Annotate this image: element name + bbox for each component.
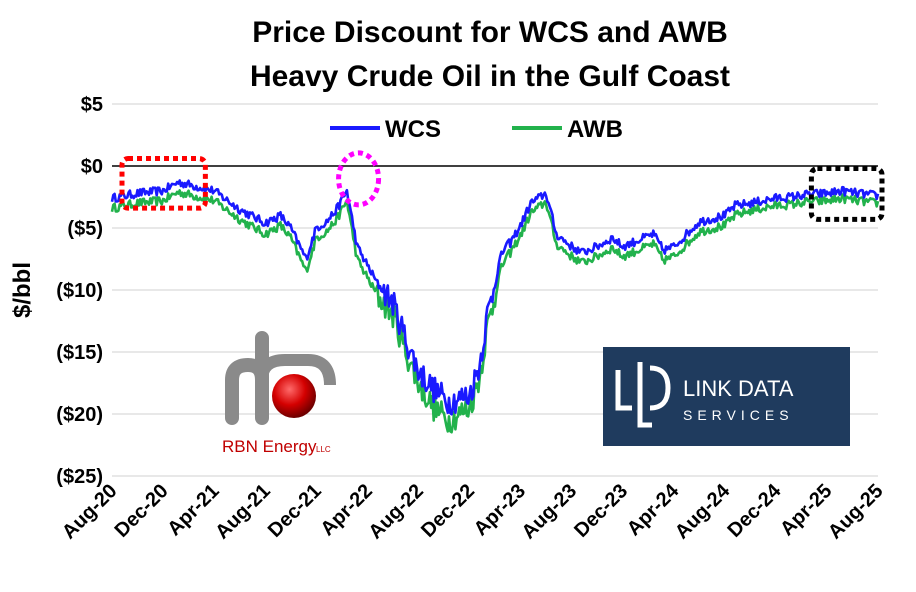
y-tick-label: $5: [81, 94, 103, 116]
series-line-wcs: [110, 179, 880, 416]
x-tick-label: Dec-23: [570, 480, 632, 542]
annotations: [119, 150, 885, 222]
x-axis-ticks: Aug-20Dec-20Apr-21Aug-21Dec-21Apr-22Aug-…: [58, 479, 887, 543]
x-tick-label: Aug-22: [364, 480, 427, 543]
chart-title: Price Discount for WCS and AWB: [252, 16, 728, 49]
x-tick-label: Dec-21: [264, 480, 326, 542]
x-tick-label: Aug-21: [211, 480, 274, 543]
link-data-services-logo: LINK DATA SERVICES: [603, 347, 850, 446]
rbn-energy-logo: RBN Energy LLC: [222, 331, 336, 456]
x-tick-label: Aug-20: [58, 480, 121, 543]
link-logo-line1: LINK DATA: [683, 376, 794, 401]
link-logo-mark: [615, 362, 671, 428]
legend-label-awb: AWB: [567, 116, 623, 143]
y-tick-label: ($15): [56, 342, 103, 364]
x-tick-label: Aug-25: [824, 480, 887, 543]
y-axis-ticks: $5 $0 ($5) ($10) ($15) ($20) ($25): [56, 94, 103, 488]
y-tick-label: ($10): [56, 280, 103, 302]
link-logo-background: [603, 347, 850, 446]
annotation-box: [808, 165, 885, 222]
gridlines: [112, 103, 878, 477]
x-tick-label: Dec-24: [723, 479, 786, 542]
chart-subtitle: Heavy Crude Oil in the Gulf Coast: [250, 60, 730, 93]
rbn-red-ball: [272, 374, 316, 418]
x-tick-label: Dec-20: [111, 480, 173, 542]
legend-label-wcs: WCS: [385, 116, 441, 143]
annotation-ellipse: [336, 150, 382, 208]
series-lines: [110, 179, 880, 434]
y-tick-label: ($20): [56, 404, 103, 426]
rbn-logo-text: RBN Energy: [222, 437, 317, 456]
y-axis-label: $/bbl: [9, 262, 36, 318]
x-tick-label: Aug-24: [671, 479, 735, 543]
y-tick-label: $0: [81, 156, 103, 178]
y-tick-label: ($5): [67, 218, 103, 240]
link-logo-line2: SERVICES: [683, 407, 794, 423]
legend: WCS AWB: [330, 116, 623, 143]
x-tick-label: Aug-23: [518, 480, 581, 543]
y-tick-label: ($25): [56, 466, 103, 488]
series-line-awb: [110, 189, 880, 434]
rbn-logo-suffix: LLC: [316, 445, 331, 454]
x-tick-label: Dec-22: [417, 480, 479, 542]
annotation-box: [119, 156, 208, 211]
rbn-pipe-arch: [256, 354, 336, 386]
